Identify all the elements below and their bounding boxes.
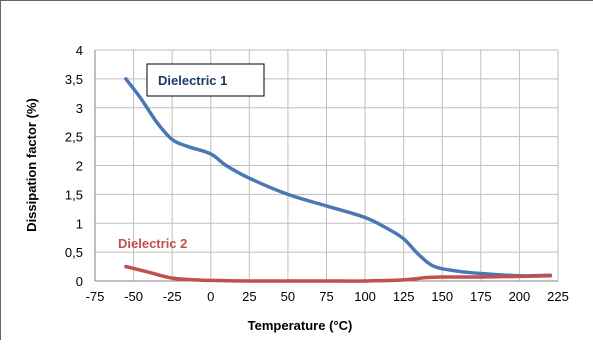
series-line-2 [124, 264, 553, 283]
x-tick-label: 200 [509, 289, 531, 304]
x-tick-label: 225 [547, 289, 569, 304]
y-tick-label: 4 [76, 43, 83, 58]
y-tick-label: 2,5 [65, 130, 83, 145]
y-tick-label: 0 [76, 274, 83, 289]
x-tick-label: 0 [207, 289, 214, 304]
y-tick-label: 3,5 [65, 72, 83, 87]
series-lines [124, 77, 553, 283]
series-label-dielectric-2: Dielectric 2 [118, 236, 187, 251]
series-label-dielectric-1: Dielectric 1 [158, 73, 227, 88]
x-axis-title: Temperature (°C) [248, 318, 353, 333]
y-tick-label: 3 [76, 101, 83, 116]
x-tick-label: -75 [86, 289, 105, 304]
x-tick-label: 175 [470, 289, 492, 304]
y-tick-label: 2 [76, 159, 83, 174]
x-tick-label: 125 [393, 289, 415, 304]
series-label-box-dielectric-1 [146, 63, 265, 97]
y-tick-label: 1,5 [65, 187, 83, 202]
tick-labels: -75 -50 -25 0 25 50 75 100 125 150 175 200 225 0 0,5 1 1… [65, 43, 569, 304]
x-tick-label: -50 [124, 289, 143, 304]
x-tick-label: 25 [242, 289, 256, 304]
y-axis-title: Dissipation factor (%) [24, 98, 39, 232]
series-labels: Dielectric 1 Dielectric 2 [118, 63, 265, 251]
x-tick-label: -25 [163, 289, 182, 304]
x-tick-label: 100 [354, 289, 376, 304]
x-tick-label: 75 [319, 289, 333, 304]
series-line-1 [124, 77, 553, 278]
x-tick-label: 50 [281, 289, 295, 304]
y-tick-label: 0,5 [65, 245, 83, 260]
y-tick-label: 1 [76, 216, 83, 231]
x-tick-label: 150 [431, 289, 453, 304]
